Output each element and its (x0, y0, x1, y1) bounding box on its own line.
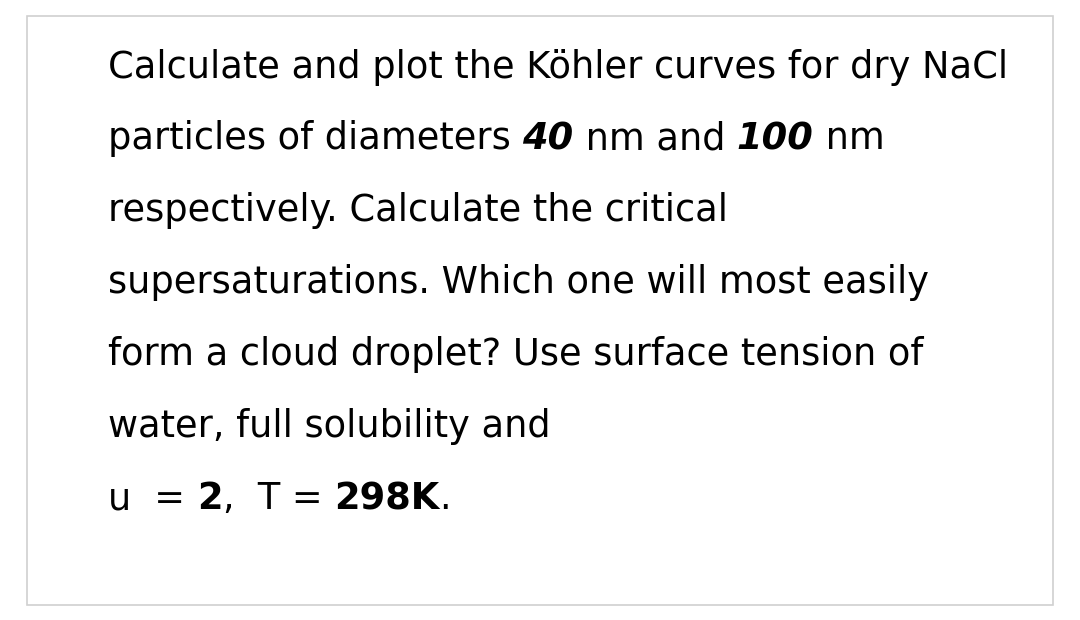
Text: Calculate and plot the Köhler curves for dry NaCl: Calculate and plot the Köhler curves for… (108, 48, 1008, 86)
Text: u: u (108, 480, 132, 517)
Text: form a cloud droplet? Use surface tension of: form a cloud droplet? Use surface tensio… (108, 336, 923, 373)
Text: .: . (438, 480, 450, 517)
Text: particles of diameters: particles of diameters (108, 120, 523, 157)
Text: respectively. Calculate the critical: respectively. Calculate the critical (108, 192, 728, 229)
Text: 298K: 298K (334, 480, 438, 517)
Text: nm: nm (813, 120, 885, 157)
Text: nm and: nm and (573, 120, 737, 157)
Text: =: = (132, 480, 197, 517)
Text: 40: 40 (523, 120, 573, 157)
Text: supersaturations. Which one will most easily: supersaturations. Which one will most ea… (108, 264, 929, 301)
Text: ,  T =: , T = (222, 480, 334, 517)
Text: water, full solubility and: water, full solubility and (108, 408, 551, 445)
Text: 2: 2 (197, 480, 222, 517)
Text: 100: 100 (737, 120, 813, 157)
